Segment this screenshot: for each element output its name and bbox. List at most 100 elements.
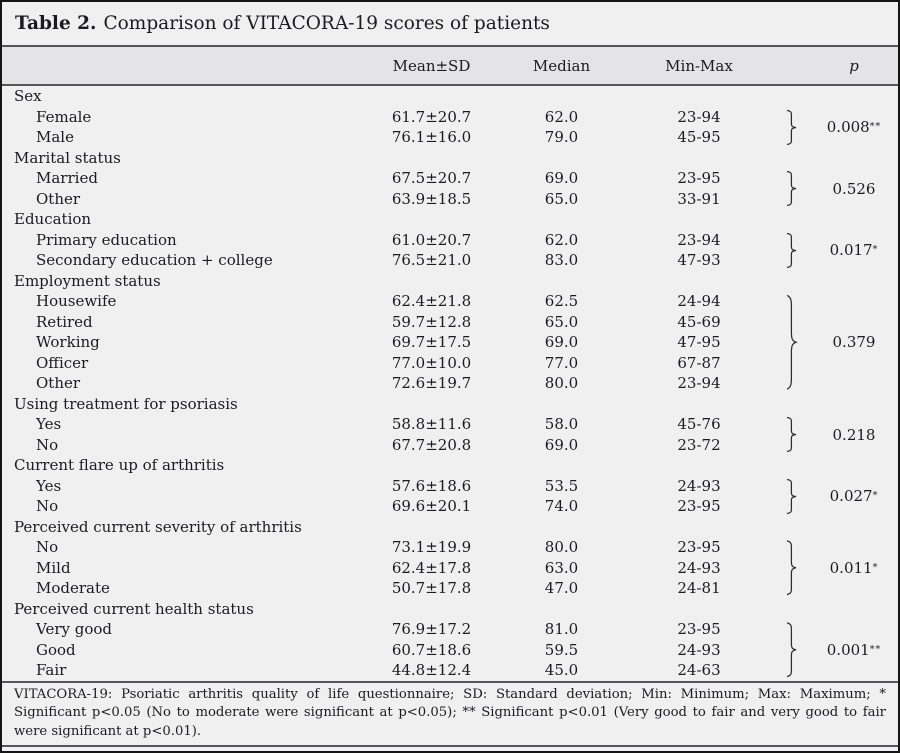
table-row: Other 72.6±19.7 80.0 23-94 xyxy=(14,373,769,394)
column-header-row: Mean±SD Median Min-Max p xyxy=(2,47,898,86)
min-max-cell: 24-63 xyxy=(677,661,721,679)
group-body: Primary education 61.0±20.7 62.0 23-94 Secon… xyxy=(14,230,898,271)
row-label: Other xyxy=(36,374,81,392)
column-header-p: p xyxy=(849,56,859,75)
mean-sd-cell: 67.7±20.8 xyxy=(391,435,472,454)
p-value: 0.011 xyxy=(829,558,873,577)
row-label: Very good xyxy=(36,620,113,638)
table-row: Retired 59.7±12.8 65.0 45-69 xyxy=(14,312,769,333)
group-body: Housewife 62.4±21.8 62.5 24-94 Retired 59.7±1… xyxy=(14,291,898,394)
group-sex: Sex Female 61.7±20.7 62.0 23-94 Male 76.1±16.0… xyxy=(14,86,898,148)
group-label: Perceived current severity of arthritis xyxy=(14,517,302,536)
group-rows: No 73.1±19.9 80.0 23-95 Mild 62.4±17.8 63.0 24-… xyxy=(14,537,769,599)
min-max-cell: 23-95 xyxy=(677,497,721,515)
group-employment-status: Employment status Housewife 62.4±21.8 62.5 2… xyxy=(14,271,898,394)
table-row: Housewife 62.4±21.8 62.5 24-94 xyxy=(14,291,769,312)
row-label: Married xyxy=(36,169,98,187)
group-body: Yes 57.6±18.6 53.5 24-93 No 69.6±20.1 74.0 23-9… xyxy=(14,476,898,517)
min-max-cell: 24-94 xyxy=(677,292,721,310)
table-row: Very good 76.9±17.2 81.0 23-95 xyxy=(14,619,769,640)
row-label: Moderate xyxy=(36,579,110,597)
row-label: Male xyxy=(36,128,74,146)
mean-sd-cell: 72.6±19.7 xyxy=(391,374,472,392)
p-value-cell: 0.001 ** xyxy=(826,640,882,659)
median-cell: 83.0 xyxy=(544,251,579,269)
row-label: Other xyxy=(36,189,81,208)
table-row: Good 60.7±18.6 59.5 24-93 xyxy=(14,640,769,661)
row-label: Yes xyxy=(36,476,62,495)
min-max-cell: 23-95 xyxy=(677,169,721,187)
group-rows: Housewife 62.4±21.8 62.5 24-94 Retired 59.7±1… xyxy=(14,291,769,394)
column-header-mean-sd: Mean±SD xyxy=(392,56,471,75)
group-rows: Married 67.5±20.7 69.0 23-95 Other 63.9±18.5 6… xyxy=(14,168,769,209)
table-row: No 73.1±19.9 80.0 23-95 xyxy=(14,537,769,558)
group-label: Marital status xyxy=(14,148,121,167)
median-cell: 79.0 xyxy=(544,128,579,146)
group-label: Sex xyxy=(14,87,42,105)
min-max-cell: 23-94 xyxy=(677,374,721,392)
right-curly-brace-icon xyxy=(784,294,798,391)
mean-sd-cell: 61.0±20.7 xyxy=(391,230,472,249)
row-label: Female xyxy=(36,107,92,126)
right-curly-brace-icon xyxy=(784,622,798,678)
row-label: Primary education xyxy=(36,230,177,249)
median-cell: 62.0 xyxy=(544,107,579,126)
min-max-cell: 23-95 xyxy=(677,620,721,638)
mean-sd-cell: 57.6±18.6 xyxy=(391,476,472,495)
row-label: Officer xyxy=(36,353,89,372)
row-label: No xyxy=(36,497,59,515)
table-body: Sex Female 61.7±20.7 62.0 23-94 Male 76.1±16.0… xyxy=(2,86,898,681)
group-perceived-current-severity-of-arthritis: Perceived current severity of arthritis N… xyxy=(14,517,898,599)
p-value-cell: 0.027 * xyxy=(829,487,879,505)
mean-sd-cell: 60.7±18.6 xyxy=(391,640,472,659)
group-education: Education Primary education 61.0±20.7 62.0 2… xyxy=(14,209,898,271)
min-max-cell: 23-72 xyxy=(677,435,721,454)
row-label: No xyxy=(36,538,59,556)
column-header-min-max: Min-Max xyxy=(665,56,733,75)
group-brace xyxy=(769,537,809,599)
group-label: Current flare up of arthritis xyxy=(14,456,225,474)
mean-sd-cell: 61.7±20.7 xyxy=(391,107,472,126)
min-max-cell: 45-95 xyxy=(677,128,721,146)
table-footnote: VITACORA-19: Psoriatic arthritis quality… xyxy=(2,681,898,748)
table-row: Male 76.1±16.0 79.0 45-95 xyxy=(14,127,769,148)
median-cell: 63.0 xyxy=(544,558,579,577)
group-rows: Yes 57.6±18.6 53.5 24-93 No 69.6±20.1 74.0 23-9… xyxy=(14,476,769,517)
mean-sd-cell: 76.1±16.0 xyxy=(391,128,472,146)
p-value: 0.218 xyxy=(832,425,876,444)
median-cell: 62.5 xyxy=(544,292,579,310)
p-value-cell: 0.017 * xyxy=(829,241,879,259)
median-cell: 45.0 xyxy=(544,661,579,679)
mean-sd-cell: 63.9±18.5 xyxy=(391,189,472,208)
group-brace xyxy=(769,107,809,148)
min-max-cell: 24-81 xyxy=(677,579,721,597)
row-label: Good xyxy=(36,640,76,659)
min-max-cell: 45-76 xyxy=(677,415,721,433)
group-label: Perceived current health status xyxy=(14,599,254,618)
group-using-treatment-for-psoriasis: Using treatment for psoriasis Yes 58.8±11.… xyxy=(14,394,898,456)
table-row: Yes 57.6±18.6 53.5 24-93 xyxy=(14,476,769,497)
group-body: Female 61.7±20.7 62.0 23-94 Male 76.1±16.0 79.… xyxy=(14,107,898,148)
mean-sd-cell: 44.8±12.4 xyxy=(391,661,472,679)
right-curly-brace-icon xyxy=(784,417,798,452)
mean-sd-cell: 77.0±10.0 xyxy=(391,353,472,372)
mean-sd-cell: 76.9±17.2 xyxy=(391,620,472,638)
group-label: Employment status xyxy=(14,271,161,290)
right-curly-brace-icon xyxy=(784,540,798,596)
group-body: Very good 76.9±17.2 81.0 23-95 Good 60.7±18.6… xyxy=(14,619,898,681)
row-label: Mild xyxy=(36,558,71,577)
table-row: Fair 44.8±12.4 45.0 24-63 xyxy=(14,660,769,681)
mean-sd-cell: 69.6±20.1 xyxy=(391,497,472,515)
table-row: Secondary education + college 76.5±21.0 83… xyxy=(14,250,769,271)
mean-sd-cell: 62.4±21.8 xyxy=(391,292,472,310)
group-brace xyxy=(769,230,809,271)
table-title: Table 2. Comparison of VITACORA-19 scores… xyxy=(2,2,898,47)
mean-sd-cell: 62.4±17.8 xyxy=(391,558,472,577)
group-rows: Very good 76.9±17.2 81.0 23-95 Good 60.7±18.6… xyxy=(14,619,769,681)
right-curly-brace-icon xyxy=(784,233,798,268)
column-header-median: Median xyxy=(532,56,591,75)
table-row: Married 67.5±20.7 69.0 23-95 xyxy=(14,168,769,189)
min-max-cell: 45-69 xyxy=(677,312,721,331)
p-value: 0.526 xyxy=(832,179,876,198)
